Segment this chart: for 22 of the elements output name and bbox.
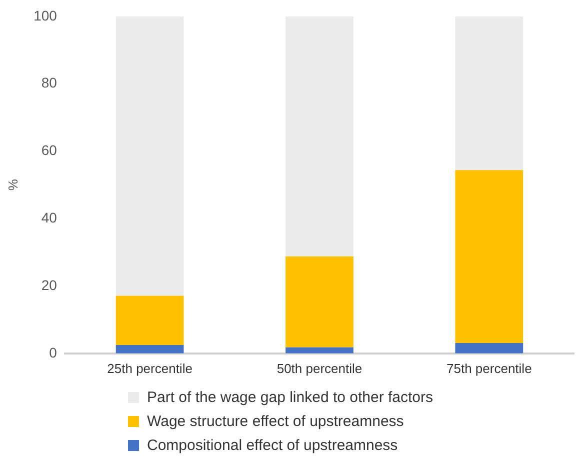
bar bbox=[455, 342, 524, 354]
y-tick-label: 0 bbox=[49, 344, 58, 360]
legend-label: Compositional effect of upstreamness bbox=[147, 436, 398, 454]
y-tick-label: 100 bbox=[34, 7, 58, 24]
bar bbox=[455, 16, 524, 170]
legend-label: Wage structure effect of upstreamness bbox=[147, 412, 404, 430]
x-tick-label: 25th percentile bbox=[107, 360, 192, 376]
y-tick-label: 80 bbox=[41, 74, 58, 91]
bar bbox=[286, 347, 354, 354]
bar bbox=[286, 16, 354, 256]
y-tick-label: 60 bbox=[41, 142, 58, 158]
x-tick-label: 50th percentile bbox=[276, 360, 362, 376]
y-tick-label: 40 bbox=[41, 209, 58, 226]
bar bbox=[455, 170, 524, 343]
y-tick-label: 20 bbox=[41, 276, 58, 293]
bar bbox=[116, 344, 184, 354]
x-tick-label: 75th percentile bbox=[446, 360, 532, 376]
bar bbox=[286, 256, 354, 348]
bar bbox=[116, 296, 184, 345]
y-axis-title: % bbox=[5, 178, 20, 191]
legend-label: Part of the wage gap linked to other factors bbox=[147, 388, 434, 406]
bar bbox=[116, 16, 184, 296]
